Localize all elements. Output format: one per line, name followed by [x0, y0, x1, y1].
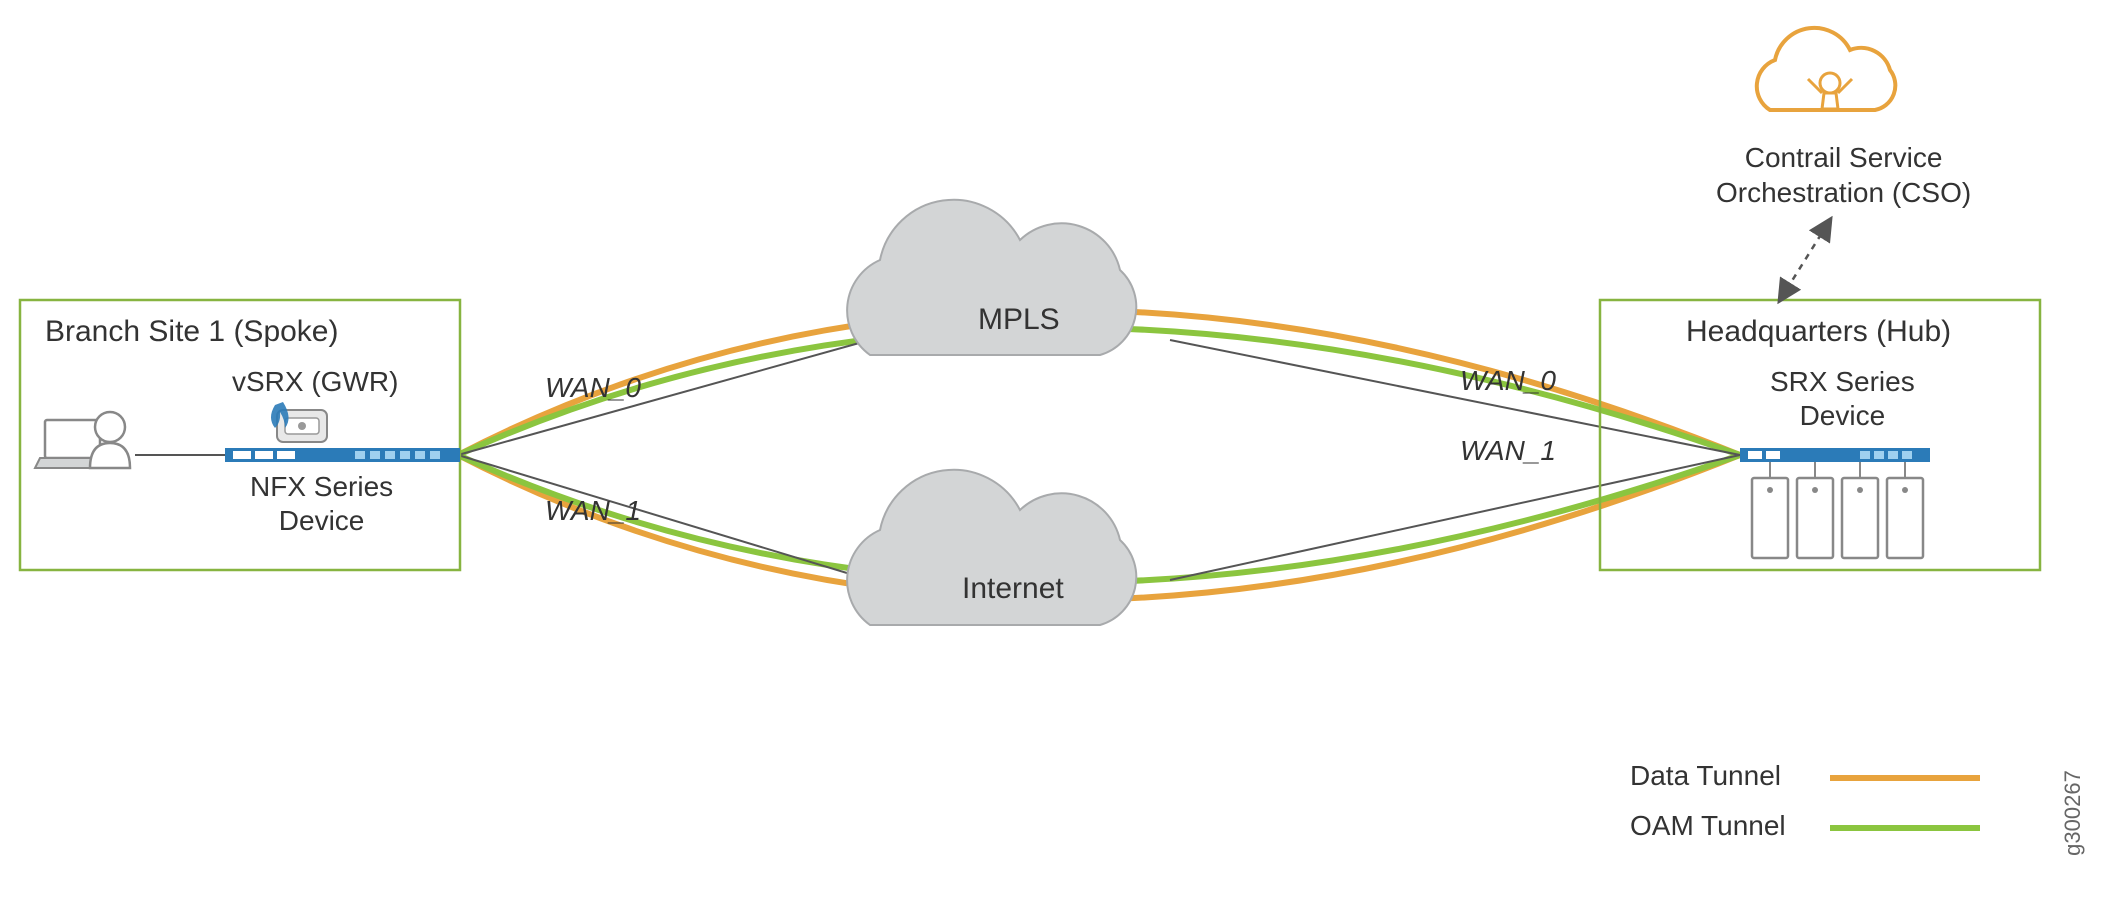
legend-oam-tunnel-line — [1830, 825, 1980, 831]
legend-data-tunnel-line — [1830, 775, 1980, 781]
link-wan0-right — [1170, 340, 1740, 455]
mpls-label: MPLS — [978, 303, 1060, 337]
cso-cloud-icon — [1757, 28, 1896, 110]
link-wan1-left — [458, 455, 870, 580]
figure-id: g300267 — [2060, 770, 2086, 856]
server-rack-icons — [1752, 462, 1923, 558]
legend-data-tunnel-text: Data Tunnel — [1630, 760, 1781, 792]
vsrx-label: vSRX (GWR) — [232, 365, 398, 399]
diagram-svg — [0, 0, 2101, 924]
nfx-device-label: NFX Series Device — [250, 470, 393, 537]
legend-oam-tunnel-text: OAM Tunnel — [1630, 810, 1786, 842]
user-laptop-icon — [35, 412, 130, 468]
vsrx-icon — [271, 402, 327, 442]
branch-title: Branch Site 1 (Spoke) — [45, 315, 338, 349]
wan1-right-label: WAN_1 — [1460, 435, 1556, 467]
nfx-device-icon — [225, 448, 460, 462]
diagram-root: Branch Site 1 (Spoke) vSRX (GWR) NFX Ser… — [0, 0, 2101, 924]
wan0-left-label: WAN_0 — [545, 372, 641, 404]
hq-cso-link — [1780, 220, 1830, 300]
wan0-right-label: WAN_0 — [1460, 365, 1556, 397]
hq-title: Headquarters (Hub) — [1686, 315, 1951, 349]
link-wan1-right — [1170, 455, 1740, 580]
wan1-left-label: WAN_1 — [545, 495, 641, 527]
srx-device-icon — [1740, 448, 1930, 462]
link-wan0-left — [458, 340, 870, 455]
cso-label: Contrail Service Orchestration (CSO) — [1716, 140, 1971, 210]
internet-label: Internet — [962, 572, 1064, 606]
srx-device-label: SRX Series Device — [1770, 365, 1915, 432]
